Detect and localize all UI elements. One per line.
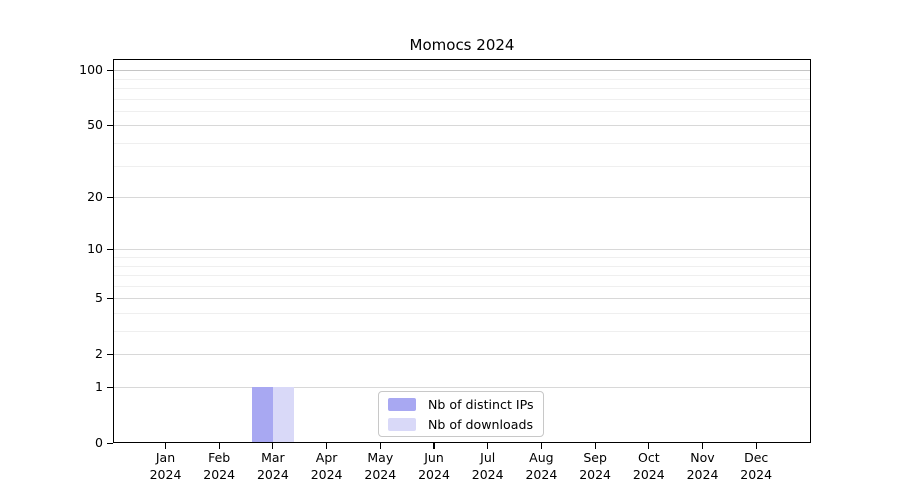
gridline-major [113,125,811,127]
y-tick-label: 20 [87,189,103,205]
x-tick-label: Mar 2024 [256,450,289,482]
y-tick-label: 1 [95,379,103,394]
gridline-minor [113,78,811,80]
x-tick-mark [379,443,381,449]
y-tick-label: 10 [87,241,103,257]
bar-nb-of-distinct-ips [252,387,273,443]
y-tick-label: 100 [79,62,103,78]
gridline-major [113,249,811,251]
legend-swatch [388,397,416,411]
chart-title: Momocs 2024 [409,36,515,54]
legend-label: Nb of distinct IPs [428,396,534,412]
x-tick-mark [218,443,220,449]
x-tick-mark [164,443,167,449]
x-tick-mark [648,443,650,449]
gridline-minor [113,256,811,258]
y-tick-mark [107,196,113,198]
x-tick-label: Apr 2024 [310,450,343,482]
gridline-minor [113,265,811,267]
y-tick-mark [107,69,113,71]
y-tick-mark [107,248,113,250]
gridline-minor [113,312,811,314]
y-tick-mark [107,124,113,127]
gridline-major [113,354,811,356]
legend-swatch [388,417,416,431]
gridline-minor [113,331,811,332]
x-tick-label: Jun 2024 [418,450,450,482]
gridline-minor [113,98,811,100]
x-tick-mark [433,443,435,449]
gridline-minor [113,275,811,277]
legend: Nb of distinct IPs Nb of downloads [378,391,544,437]
x-tick-label: Feb 2024 [203,450,236,482]
legend-entry: Nb of distinct IPs [388,397,534,412]
gridline-minor [113,285,811,287]
x-tick-label: May 2024 [364,450,397,482]
bar-nb-of-downloads [272,387,294,443]
gridline-major [113,197,811,199]
x-tick-label: Oct 2024 [632,450,665,482]
y-tick-mark [107,353,113,355]
y-tick-label: 5 [95,290,103,306]
y-tick-mark [107,386,113,388]
x-tick-mark [540,443,542,449]
x-tick-mark [701,443,704,449]
x-tick-mark [755,443,757,449]
gridline-minor [113,88,811,89]
y-tick-mark [107,442,113,444]
x-tick-mark [487,443,489,449]
legend-entry: Nb of downloads [388,417,534,432]
x-tick-label: Jul 2024 [471,450,504,482]
x-tick-mark [272,443,274,449]
plot-border [113,59,811,443]
legend-label: Nb of downloads [428,416,534,432]
gridline-minor [113,165,811,167]
y-tick-label: 2 [95,346,103,362]
x-tick-label: Dec 2024 [740,450,773,482]
gridline-minor [113,110,811,112]
x-tick-label: Sep 2024 [579,450,611,482]
x-tick-mark [326,443,328,449]
gridline-major [113,298,811,300]
x-tick-mark [594,443,596,449]
y-tick-mark [107,297,113,299]
y-tick-label: 0 [95,435,103,450]
gridline-major [113,70,811,72]
gridline-major [113,387,811,388]
x-tick-label: Jan 2024 [149,450,182,482]
x-tick-label: Nov 2024 [686,450,719,482]
y-tick-label: 50 [87,117,103,133]
x-tick-label: Aug 2024 [525,450,558,482]
gridline-minor [113,143,811,144]
